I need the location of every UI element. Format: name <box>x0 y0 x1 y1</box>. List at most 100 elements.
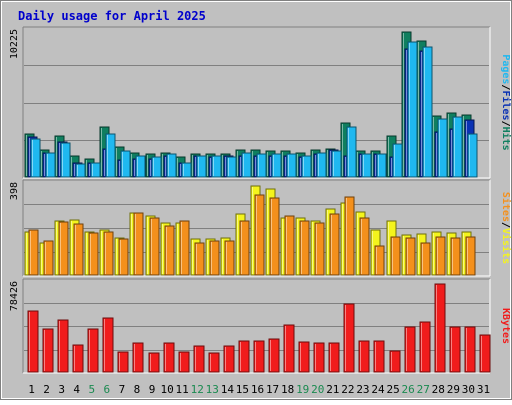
legend-separator: / <box>500 222 511 228</box>
legend-visits-sites: Sites/Visits <box>500 192 512 264</box>
bar-sites-day-14 <box>224 240 235 276</box>
x-tick-label-day-1: 1 <box>28 383 35 396</box>
bar-kbytes-day-27 <box>419 321 431 373</box>
bar-sites-day-26 <box>405 237 416 276</box>
bar-kbytes-day-3 <box>57 319 69 373</box>
bar-sites-day-4 <box>73 223 84 276</box>
bar-pages-day-27 <box>422 46 433 178</box>
bar-pages-day-6 <box>105 133 116 178</box>
bar-kbytes-day-18 <box>283 324 295 373</box>
x-tick-label-day-4: 4 <box>73 383 80 396</box>
bar-sites-day-13 <box>209 240 220 276</box>
bar-sites-day-10 <box>164 225 175 276</box>
bar-pages-day-1 <box>30 138 41 178</box>
bar-sites-day-22 <box>344 196 355 276</box>
bar-kbytes-day-15 <box>238 340 250 373</box>
bar-pages-day-11 <box>181 162 192 178</box>
x-tick-label-day-30: 30 <box>462 383 475 396</box>
x-tick-label-day-5: 5 <box>88 383 95 396</box>
bar-pages-day-20 <box>316 152 327 178</box>
bar-kbytes-day-6 <box>102 317 114 373</box>
bar-pages-day-15 <box>241 152 252 178</box>
bar-kbytes-day-28 <box>434 283 446 373</box>
x-tick-label-day-19: 19 <box>296 383 309 396</box>
bar-kbytes-day-20 <box>313 342 325 373</box>
bar-sites-day-20 <box>314 222 325 276</box>
bar-sites-day-29 <box>450 237 461 276</box>
bar-sites-day-5 <box>88 232 99 276</box>
legend-separator: / <box>500 84 511 90</box>
bar-sites-day-19 <box>299 220 310 276</box>
x-tick-label-day-17: 17 <box>266 383 279 396</box>
bar-kbytes-day-31 <box>479 334 491 373</box>
x-tick-label-day-28: 28 <box>432 383 445 396</box>
x-tick-label-day-27: 27 <box>417 383 430 396</box>
bar-kbytes-day-7 <box>117 351 129 373</box>
bar-sites-day-30 <box>465 236 476 276</box>
chart-frame-highlight <box>1 1 511 399</box>
bar-pages-day-5 <box>90 162 101 178</box>
bar-kbytes-day-5 <box>87 328 99 373</box>
chart-title: Daily usage for April 2025 <box>18 9 206 23</box>
x-tick-label-day-29: 29 <box>447 383 460 396</box>
bar-pages-day-4 <box>75 163 86 178</box>
bar-kbytes-day-25 <box>389 350 401 373</box>
bar-sites-day-21 <box>329 213 340 276</box>
legend-entry-hits: Hits <box>500 127 512 151</box>
x-tick-label-day-26: 26 <box>402 383 415 396</box>
legend-entry-kbytes: KBytes <box>500 308 511 344</box>
bar-pages-day-12 <box>196 155 207 178</box>
bar-pages-day-28 <box>437 118 448 178</box>
bar-kbytes-day-29 <box>449 326 461 373</box>
bar-pages-day-21 <box>331 150 342 178</box>
bar-kbytes-day-17 <box>268 338 280 373</box>
x-tick-label-day-15: 15 <box>236 383 249 396</box>
bar-kbytes-day-14 <box>223 345 235 373</box>
legend-entry-files: Files <box>500 90 512 120</box>
bar-pages-day-29 <box>452 116 463 178</box>
bar-pages-day-25 <box>392 143 403 178</box>
x-tick-label-day-24: 24 <box>371 383 385 396</box>
y-axis-max-label: 78426 <box>9 281 20 311</box>
x-tick-label-day-9: 9 <box>149 383 156 396</box>
bar-kbytes-day-26 <box>404 326 416 373</box>
bar-sites-day-8 <box>133 212 144 276</box>
panel-visits-sites: 398 Sites/Visits <box>9 179 512 277</box>
bar-kbytes-day-24 <box>373 340 385 373</box>
bar-sites-day-2 <box>43 240 54 276</box>
x-tick-label-day-31: 31 <box>477 383 490 396</box>
bar-sites-day-28 <box>435 236 446 276</box>
legend-hits-files-pages: Pages/Files/Hits <box>500 54 512 150</box>
legend-separator: / <box>500 121 511 127</box>
bar-sites-day-12 <box>194 242 205 276</box>
legend-entry-sites: Sites <box>500 192 512 222</box>
bar-sites-day-25 <box>390 236 401 276</box>
bar-pages-day-23 <box>361 153 372 178</box>
x-tick-label-day-21: 21 <box>326 383 339 396</box>
y-axis-max-label: 398 <box>9 182 20 200</box>
x-tick-label-day-8: 8 <box>134 383 141 396</box>
x-tick-label-day-6: 6 <box>104 383 111 396</box>
bar-kbytes-day-2 <box>42 328 54 373</box>
bar-sites-day-15 <box>239 220 250 276</box>
bar-pages-day-16 <box>256 153 267 178</box>
x-tick-label-day-12: 12 <box>191 383 204 396</box>
x-tick-label-day-18: 18 <box>281 383 294 396</box>
bar-sites-day-18 <box>284 215 295 276</box>
legend-entry-visits: Visits <box>500 228 512 264</box>
x-tick-label-day-22: 22 <box>341 383 354 396</box>
x-tick-label-day-25: 25 <box>386 383 399 396</box>
bar-kbytes-day-23 <box>358 340 370 373</box>
bar-pages-day-8 <box>135 155 146 178</box>
bar-sites-day-1 <box>28 229 39 276</box>
bar-pages-day-13 <box>211 155 222 178</box>
x-tick-label-day-10: 10 <box>160 383 173 396</box>
bar-kbytes-day-30 <box>464 326 476 373</box>
bar-pages-day-30 <box>467 133 478 178</box>
bar-sites-day-9 <box>149 217 160 276</box>
bar-pages-day-22 <box>346 126 357 178</box>
bar-sites-day-3 <box>58 221 69 276</box>
bar-pages-day-3 <box>60 142 71 178</box>
